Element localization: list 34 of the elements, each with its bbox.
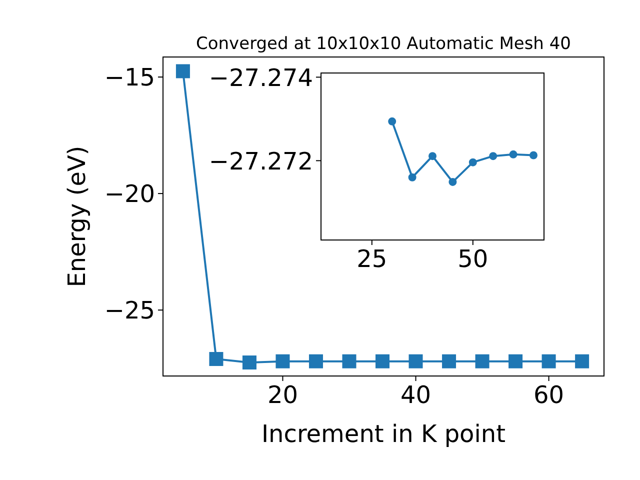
point [308, 354, 323, 368]
y-tick-label: −27.272 [208, 147, 313, 176]
point [342, 354, 356, 368]
point [468, 158, 477, 166]
chart-title: Converged at 10x10x10 Automatic Mesh 40 [196, 34, 571, 54]
point [408, 354, 423, 368]
point [408, 173, 416, 182]
x-axis-title: Increment in K point [261, 420, 506, 448]
point [209, 352, 224, 366]
point [542, 354, 556, 368]
point [276, 354, 290, 368]
y-axis-title: Energy (eV) [63, 146, 91, 288]
x-tick-label: 50 [458, 245, 488, 274]
point [388, 117, 396, 126]
y-tick-label: −15 [104, 64, 155, 92]
x-tick-label: 25 [356, 245, 388, 274]
point [376, 354, 390, 368]
point [428, 152, 436, 160]
point [529, 151, 538, 160]
point [489, 152, 498, 160]
point [475, 354, 490, 368]
point [508, 354, 523, 368]
x-tick-label: 40 [400, 381, 432, 410]
point [575, 354, 590, 368]
point [176, 64, 190, 78]
y-tick-label: −25 [104, 296, 155, 325]
y-tick-label: −20 [104, 180, 155, 208]
x-tick-label: 20 [267, 381, 298, 410]
x-tick-label: 60 [534, 381, 564, 410]
point [509, 150, 518, 158]
point [442, 354, 456, 368]
point [448, 178, 457, 186]
point [242, 355, 256, 370]
y-tick-label: −27.274 [208, 64, 313, 92]
